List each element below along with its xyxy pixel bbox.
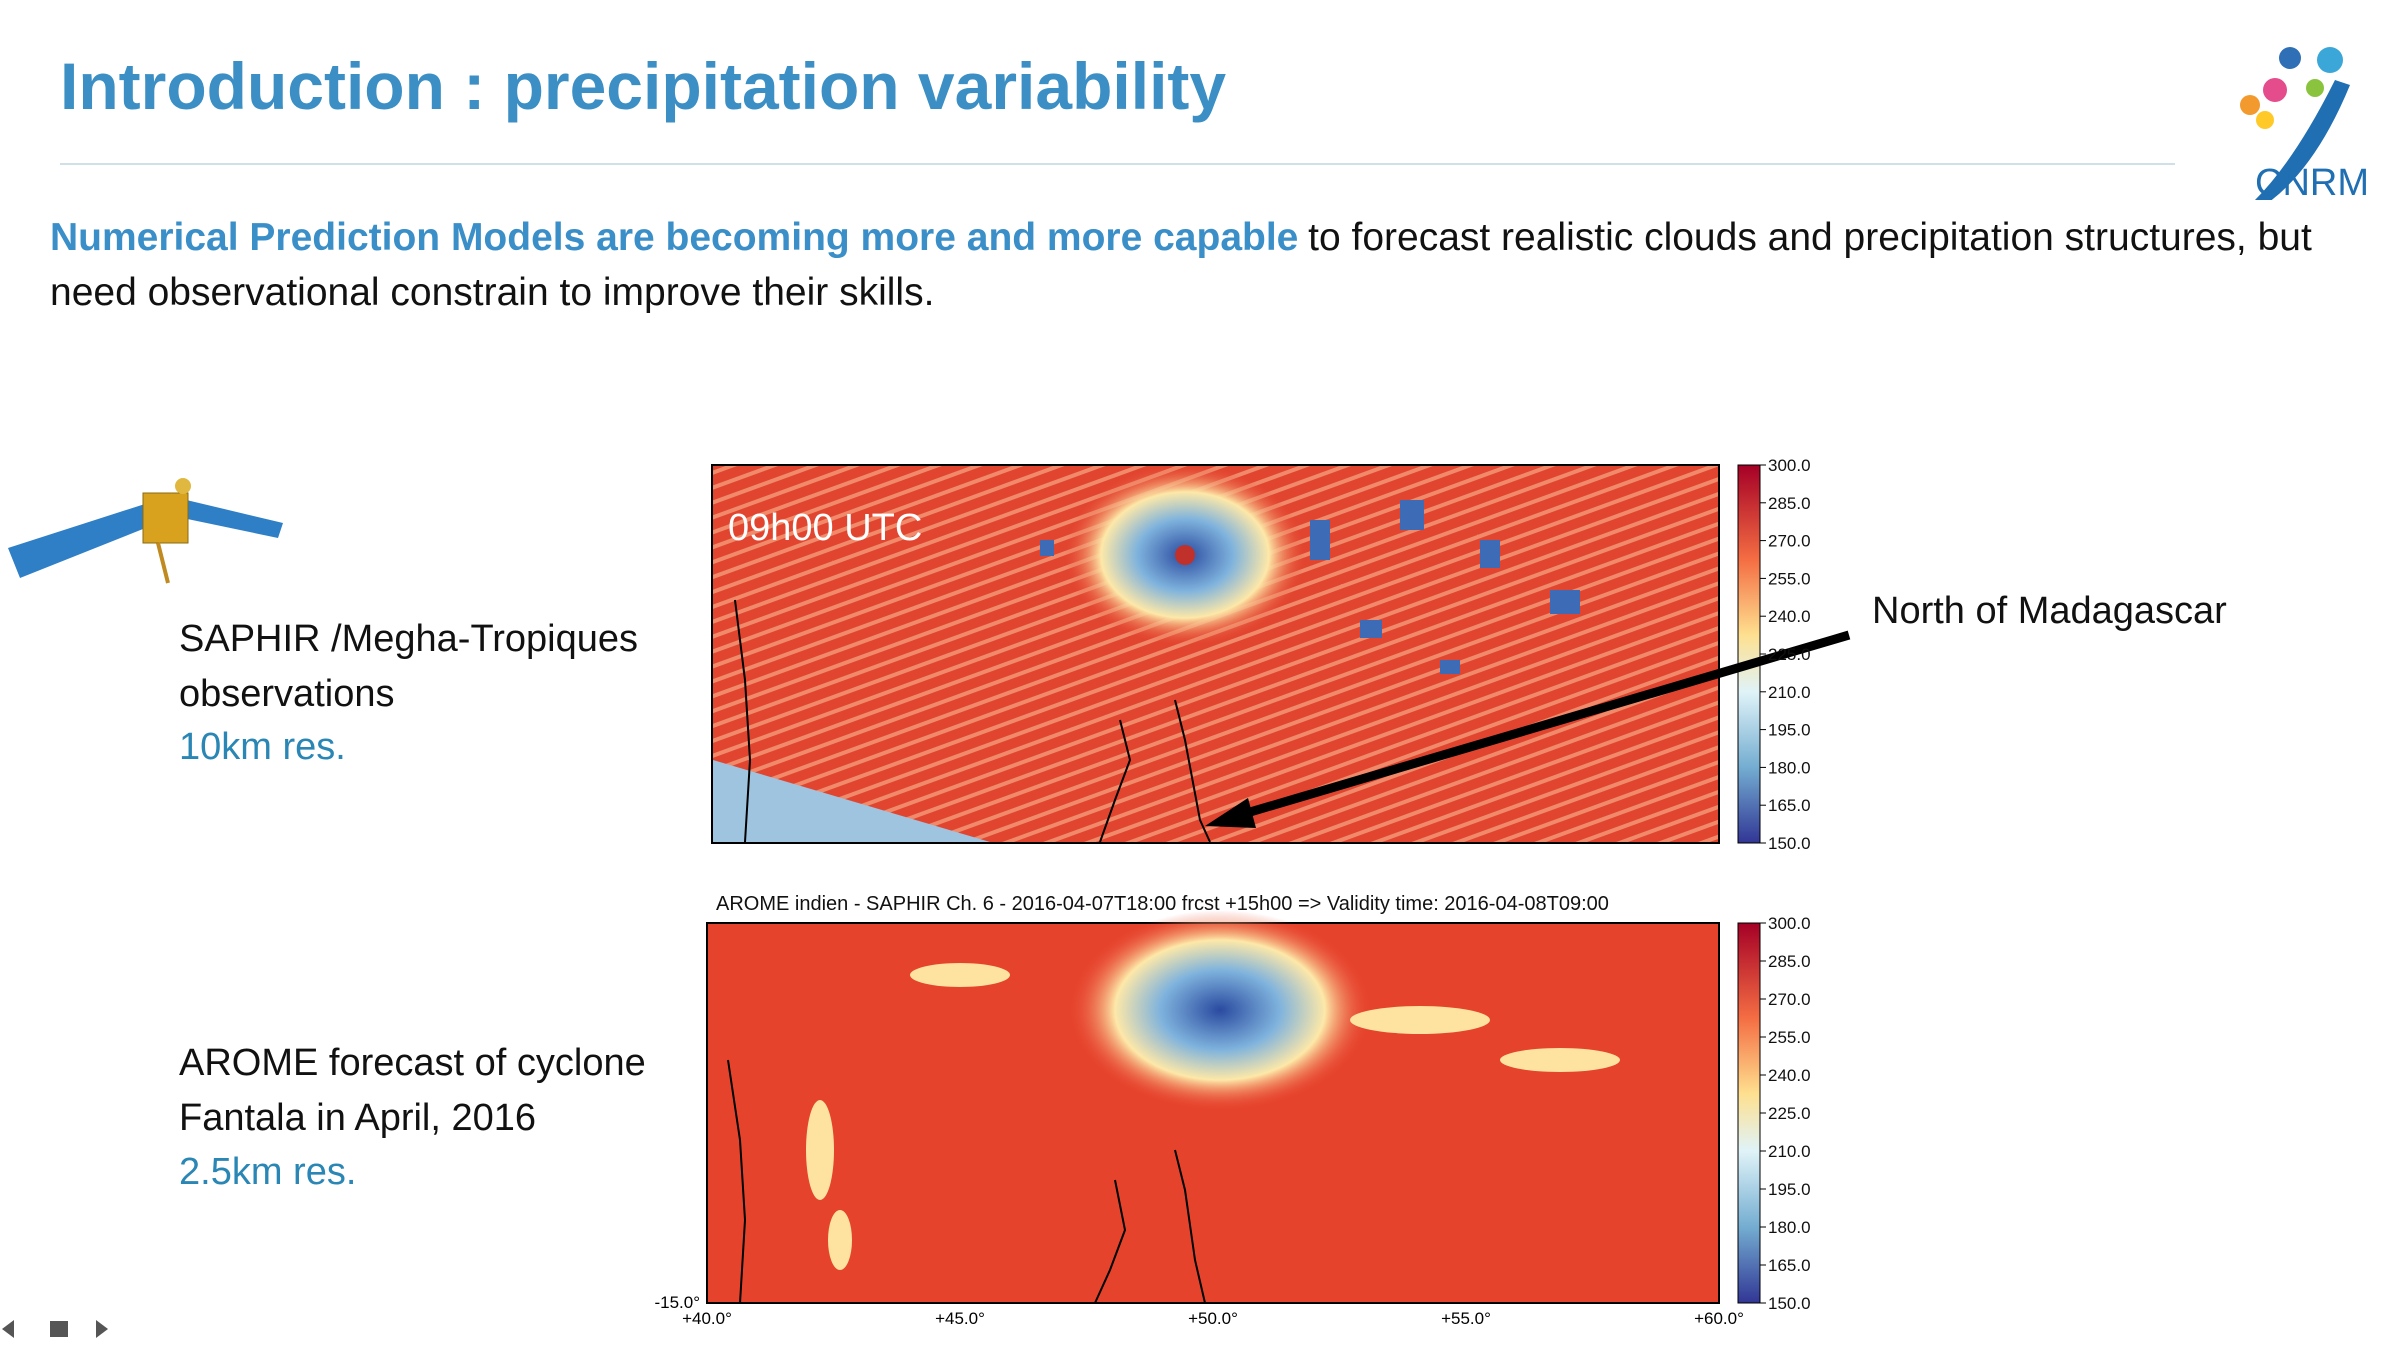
x-axis-label: +55.0° [1441,1309,1491,1328]
logo-text: CNRM [2255,162,2369,200]
colorbar-label: 255.0 [1768,1028,1811,1047]
colorbar-label: 285.0 [1768,494,1811,513]
panel-resolution: 2.5km res. [179,1151,357,1193]
x-axis-label: +50.0° [1188,1309,1238,1328]
y-axis-label: -15.0° [654,1293,700,1312]
panel-label: observations [179,673,395,715]
x-axis-label: +40.0° [682,1309,732,1328]
colorbar-label: 255.0 [1768,569,1811,588]
colorbar-label: 285.0 [1768,952,1811,971]
title-rule [60,163,2175,165]
intro-highlight: Numerical Prediction Models are becoming… [50,216,1299,259]
panel-label: Fantala in April, 2016 [179,1097,537,1139]
colorbar-label: 270.0 [1768,532,1811,551]
logo: CNRM [2240,47,2369,200]
colorbar-label: 150.0 [1768,1294,1811,1313]
intro-text: Numerical Prediction Models are becoming… [50,210,2370,320]
colorbar-label: 300.0 [1768,456,1811,475]
annotation: North of Madagascar [1872,590,2227,632]
colorbar-label: 180.0 [1768,1218,1811,1237]
slide-title: Introduction : precipitation variability [60,49,1227,123]
colorbar-label: 225.0 [1768,1104,1811,1123]
x-axis-label: +60.0° [1694,1309,1744,1328]
colorbar-label: 195.0 [1768,721,1811,740]
colorbar-label: 165.0 [1768,796,1811,815]
colorbar-label: 180.0 [1768,758,1811,777]
colorbar-label: 210.0 [1768,1142,1811,1161]
colorbar-label: 150.0 [1768,834,1811,853]
satellite-icon [8,478,283,584]
time-label: 09h00 UTC [728,507,922,549]
colorbar-label: 240.0 [1768,1066,1811,1085]
x-axis-label: +45.0° [935,1309,985,1328]
panel-label: SAPHIR /Megha-Tropiques [179,618,639,660]
colorbar-label: 240.0 [1768,607,1811,626]
colorbar-label: 300.0 [1768,914,1811,933]
panel-resolution: 10km res. [179,726,346,768]
colorbar-label: 225.0 [1768,645,1811,664]
colorbar-label: 195.0 [1768,1180,1811,1199]
colorbar-label: 270.0 [1768,990,1811,1009]
colorbar-label: 210.0 [1768,683,1811,702]
colorbar-label: 165.0 [1768,1256,1811,1275]
intro-rest: to forecast realistic clouds and precipi… [50,216,2312,314]
panel-label: AROME forecast of cyclone [179,1042,646,1084]
map-title: AROME indien - SAPHIR Ch. 6 - 2016-04-07… [716,893,1609,915]
